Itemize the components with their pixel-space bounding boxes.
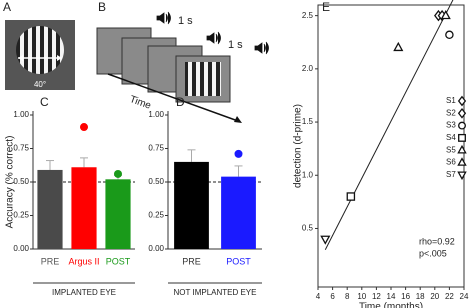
y-tick-label: 0.25	[13, 211, 29, 220]
legend-label: S4	[446, 133, 456, 142]
x-tick-label: 16	[401, 292, 410, 301]
y-tick-label: 0.50	[148, 177, 164, 186]
x-tick-label: 4	[316, 292, 321, 301]
y-tick-label: 1.00	[13, 110, 29, 119]
individual-point	[114, 169, 122, 178]
individual-point	[234, 149, 243, 158]
x-axis-label: NOT IMPLANTED EYE	[174, 288, 257, 297]
annotation: rho=0.92	[419, 236, 455, 246]
legend-marker	[457, 171, 467, 181]
panel-label: B	[98, 0, 106, 14]
legend-label: S3	[446, 121, 456, 130]
x-tick-label: 14	[387, 292, 396, 301]
y-tick-label: 2.5	[302, 11, 314, 20]
data-point	[393, 41, 404, 52]
y-tick-label: 1.5	[302, 117, 314, 126]
legend-label: S7	[446, 170, 456, 179]
legend-marker	[457, 144, 467, 154]
y-tick-label: 0.75	[148, 144, 164, 153]
data-point	[320, 235, 331, 245]
fit-line	[324, 0, 454, 250]
speaker-icons	[156, 11, 269, 55]
time-arrow	[107, 73, 239, 122]
data-point	[445, 30, 454, 40]
duration-label: 1 s	[178, 15, 193, 27]
y-tick-label: 1.00	[148, 110, 164, 119]
bar	[221, 176, 256, 249]
data-point	[346, 192, 356, 201]
x-tick-label: 12	[372, 292, 381, 301]
y-tick-label: 1.0	[302, 170, 314, 179]
legend-label: S5	[446, 145, 456, 154]
x-tick-label: 20	[430, 292, 439, 301]
bar	[174, 161, 209, 249]
legend-label: S2	[446, 108, 456, 117]
legend-marker	[458, 121, 466, 130]
y-axis-label: Accuracy (% correct)	[5, 136, 16, 229]
x-tick-label: 10	[357, 292, 366, 301]
x-axis-label: Time (months)	[359, 302, 423, 308]
y-tick-label: 0.5	[302, 224, 314, 233]
x-axis-label: IMPLANTED EYE	[52, 288, 116, 297]
grating	[16, 26, 64, 74]
legend-marker	[457, 95, 467, 107]
individual-point	[80, 123, 88, 132]
panel-label: C	[40, 95, 49, 109]
arrow-head	[234, 116, 242, 123]
x-tick-label: 8	[345, 292, 350, 301]
x-tick-label: PRE	[41, 256, 60, 266]
duration-label: 1 s	[228, 39, 243, 51]
panel-label: E	[322, 0, 330, 14]
x-tick-label: 24	[460, 292, 469, 301]
bar	[37, 169, 63, 249]
panel-label: D	[176, 95, 185, 109]
legend-marker	[458, 133, 466, 142]
arrow-heads	[18, 55, 62, 61]
annotation: p<.005	[419, 248, 447, 258]
y-tick-label: 2.0	[302, 64, 314, 73]
y-tick-label: 0.50	[13, 177, 29, 186]
grating	[185, 62, 221, 96]
legend-label: S1	[446, 96, 456, 105]
data-point	[440, 9, 451, 20]
y-tick-label: 0.00	[13, 244, 29, 253]
angle-label: 40°	[34, 80, 46, 89]
y-tick-label: 0.00	[148, 244, 164, 253]
bar	[105, 179, 131, 249]
panel-label: A	[3, 0, 11, 14]
legend-marker	[457, 157, 467, 166]
x-tick-label: POST	[226, 256, 251, 266]
x-tick-label: 18	[416, 292, 425, 301]
y-axis-label: detection (d-prime)	[293, 104, 304, 188]
x-tick-label: PRE	[182, 256, 201, 266]
bar	[71, 167, 97, 249]
y-tick-label: 0.75	[13, 144, 29, 153]
legend-label: S6	[446, 158, 456, 167]
x-tick-label: 6	[330, 292, 335, 301]
y-tick-label: 0.25	[148, 211, 164, 220]
legend-marker	[457, 107, 467, 119]
x-tick-label: 22	[445, 292, 454, 301]
x-tick-label: POST	[106, 256, 131, 266]
x-tick-label: Argus II	[68, 256, 99, 266]
